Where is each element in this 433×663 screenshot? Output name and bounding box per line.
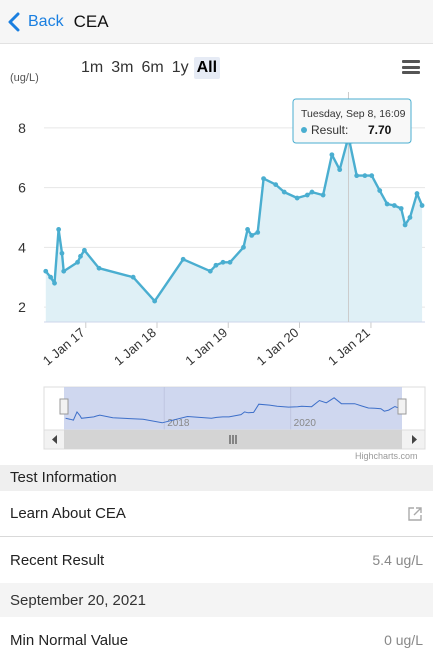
range-button-1m[interactable]: 1m xyxy=(81,59,104,76)
data-point xyxy=(56,227,62,232)
min-normal-label: Min Normal Value xyxy=(10,631,129,649)
data-point xyxy=(52,280,57,286)
tooltip-value: 7.70 xyxy=(368,123,392,137)
x-tick-label: 1 Jan 18 xyxy=(111,325,159,369)
data-point xyxy=(130,274,136,280)
chevron-left-icon xyxy=(8,12,20,31)
tooltip-date: Tuesday, Sep 8, 16:09 xyxy=(301,108,406,120)
tooltip-marker xyxy=(301,127,307,133)
navigator-series xyxy=(65,397,400,424)
navigator-label: 2018 xyxy=(167,418,190,429)
highcharts-credit[interactable]: Highcharts.com xyxy=(355,451,418,461)
data-point xyxy=(309,189,315,195)
navigator-label: 2020 xyxy=(294,418,317,429)
data-point xyxy=(329,152,335,158)
test-information-header: Test Information xyxy=(0,465,433,491)
data-point xyxy=(255,229,261,235)
data-point xyxy=(281,189,287,195)
x-tick-label: 1 Jan 19 xyxy=(182,325,230,369)
data-point xyxy=(402,222,408,228)
range-selector: 1m 3m 6m 1y All xyxy=(78,57,222,79)
data-point xyxy=(320,192,326,198)
y-tick-label: 2 xyxy=(18,299,26,315)
data-point xyxy=(261,176,266,182)
data-point xyxy=(414,191,420,196)
data-point xyxy=(213,262,219,268)
data-point xyxy=(152,298,158,304)
data-point xyxy=(59,250,65,256)
scroll-left-arrow-icon xyxy=(52,435,57,444)
recent-result-row: Recent Result 5.4 ug/L xyxy=(0,537,433,583)
recent-result-label: Recent Result xyxy=(10,551,105,569)
tooltip-box xyxy=(292,98,412,144)
data-point xyxy=(75,259,80,265)
data-point xyxy=(391,203,397,208)
test-information-section: Test Information Learn About CEA Recent … xyxy=(0,465,433,663)
data-point xyxy=(407,215,413,220)
range-button-1y[interactable]: 1y xyxy=(171,59,189,76)
data-point xyxy=(294,195,300,201)
navigator-handle xyxy=(59,398,69,415)
data-point xyxy=(377,188,383,193)
navigator-mask xyxy=(64,387,402,430)
data-point xyxy=(337,167,343,173)
data-point xyxy=(354,173,360,179)
navigator-handle xyxy=(397,398,407,415)
data-point xyxy=(78,253,83,259)
data-point xyxy=(369,173,375,179)
range-button-6m[interactable]: 6m xyxy=(141,59,164,76)
data-point xyxy=(227,259,233,265)
top-bar: Back CEA xyxy=(0,0,433,44)
data-point xyxy=(220,259,226,265)
data-point xyxy=(61,268,67,274)
min-normal-value: 0 ug/L xyxy=(384,632,423,648)
x-tick-label: 1 Jan 17 xyxy=(40,325,88,369)
y-tick-label: 4 xyxy=(18,239,26,255)
recent-result-value: 5.4 ug/L xyxy=(372,552,423,568)
series-area xyxy=(45,136,423,322)
data-point xyxy=(245,227,250,232)
data-point xyxy=(273,182,279,187)
y-tick-label: 6 xyxy=(18,180,26,196)
data-point xyxy=(82,247,87,253)
data-point xyxy=(180,256,186,262)
data-point xyxy=(96,265,102,271)
data-point xyxy=(241,244,246,250)
x-tick-label: 1 Jan 20 xyxy=(254,325,302,369)
data-point xyxy=(398,206,404,211)
external-link-icon xyxy=(408,506,422,521)
data-point xyxy=(419,203,425,208)
chart-menu-icon[interactable] xyxy=(402,60,420,74)
y-axis-unit-label: (ug/L) xyxy=(10,72,39,84)
page-title: CEA xyxy=(73,11,109,31)
range-button-all[interactable]: All xyxy=(193,57,221,79)
tooltip-label: Result: xyxy=(311,123,348,137)
back-label: Back xyxy=(28,12,64,30)
tooltip: Tuesday, Sep 8, 16:09 Result: 7.70 xyxy=(292,98,412,144)
x-tick-label: 1 Jan 21 xyxy=(325,325,373,369)
data-point xyxy=(207,268,213,274)
range-button-3m[interactable]: 3m xyxy=(111,59,134,76)
y-tick-label: 8 xyxy=(18,120,26,136)
min-normal-row: Min Normal Value 0 ug/L xyxy=(0,617,433,663)
data-point xyxy=(304,192,310,198)
learn-about-row[interactable]: Learn About CEA xyxy=(0,491,433,537)
data-point xyxy=(43,268,49,274)
data-point xyxy=(249,232,255,238)
result-chart[interactable]: 2 4 6 8 1 Jan 17 1 Jan 18 1 Jan 19 1 Jan 20 1 Ja… xyxy=(0,0,433,465)
recent-result-date: September 20, 2021 xyxy=(0,583,433,617)
data-point xyxy=(384,201,390,207)
back-button[interactable]: Back xyxy=(8,12,64,32)
data-point xyxy=(48,274,54,280)
learn-about-label: Learn About CEA xyxy=(10,505,126,522)
data-point xyxy=(362,173,368,179)
scroll-right-arrow-icon xyxy=(412,435,417,444)
